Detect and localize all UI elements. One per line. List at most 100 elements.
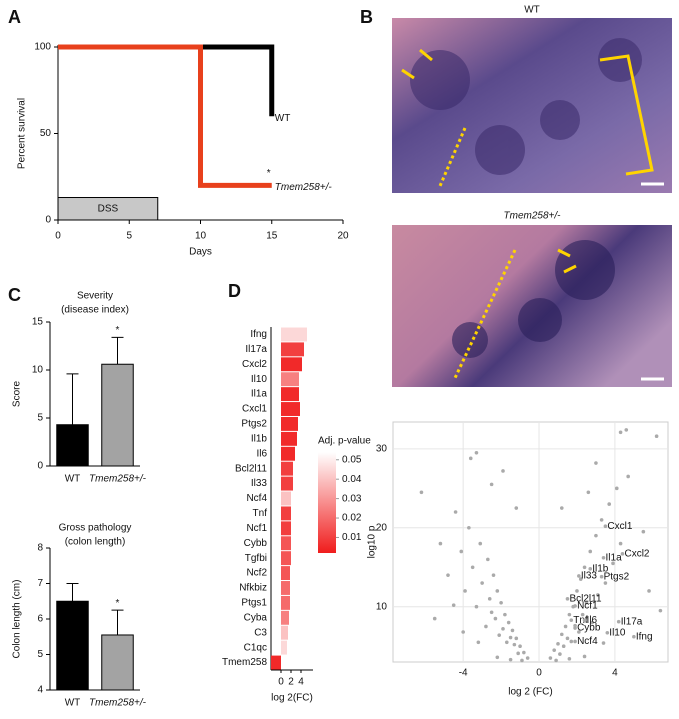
bar bbox=[281, 327, 307, 342]
yellow-markers bbox=[453, 248, 577, 379]
point bbox=[514, 506, 519, 510]
colorbar-title: Adj. p-value bbox=[318, 436, 371, 447]
point bbox=[463, 589, 467, 593]
series-label: Tmem258+/- bbox=[275, 182, 333, 193]
point bbox=[586, 490, 591, 495]
point bbox=[552, 648, 557, 652]
point bbox=[461, 630, 465, 634]
point bbox=[474, 604, 479, 609]
category-label: Il1a bbox=[251, 389, 268, 400]
y-tick-label: 5 bbox=[37, 649, 43, 660]
y-tick-label: 0 bbox=[45, 215, 51, 226]
point bbox=[468, 456, 473, 461]
point bbox=[518, 644, 522, 649]
point bbox=[558, 652, 562, 656]
gene-label: Cybb bbox=[577, 623, 601, 634]
bar bbox=[281, 610, 289, 625]
bar bbox=[56, 600, 89, 691]
x-axis-label: log 2(FC) bbox=[271, 693, 313, 704]
point bbox=[580, 612, 585, 617]
x-tick-label: WT bbox=[65, 474, 81, 485]
category-label: Ifng bbox=[250, 329, 267, 340]
category-label: C1qc bbox=[244, 642, 267, 653]
point bbox=[626, 474, 630, 479]
point bbox=[446, 573, 450, 577]
labeled-point bbox=[632, 634, 636, 639]
point bbox=[459, 549, 464, 554]
yellow-markers bbox=[401, 48, 654, 187]
point bbox=[561, 644, 566, 649]
category-label: Il17a bbox=[245, 344, 267, 355]
x-tick-label: 4 bbox=[298, 677, 304, 688]
category-label: Bcl2l11 bbox=[235, 463, 267, 474]
y-tick-label: 50 bbox=[40, 128, 52, 139]
gene-label: Bcl2l11 bbox=[569, 593, 601, 604]
chart-title: Severity bbox=[77, 291, 113, 302]
point bbox=[577, 630, 581, 634]
point bbox=[594, 461, 598, 465]
bar bbox=[281, 566, 290, 581]
category-label: Tgfbi bbox=[245, 553, 267, 564]
gene-label: Il1b bbox=[592, 563, 609, 574]
point bbox=[474, 450, 479, 455]
point bbox=[478, 541, 483, 546]
point bbox=[476, 640, 481, 645]
point bbox=[501, 469, 505, 473]
category-label: Ptgs1 bbox=[241, 598, 267, 609]
error-bar bbox=[111, 609, 124, 635]
point bbox=[467, 525, 471, 530]
point bbox=[453, 510, 458, 514]
y-tick-label: 5 bbox=[37, 413, 43, 424]
point bbox=[563, 624, 568, 629]
point bbox=[590, 620, 594, 625]
significance-mark: * bbox=[116, 598, 120, 609]
x-axis-label: Days bbox=[189, 247, 212, 258]
point bbox=[508, 657, 513, 662]
image-label: WT bbox=[524, 5, 540, 16]
point bbox=[516, 651, 520, 656]
labeled-point bbox=[616, 619, 621, 624]
point bbox=[614, 486, 619, 491]
category-label: Ncf2 bbox=[246, 568, 267, 579]
y-tick-label: 7 bbox=[37, 578, 43, 589]
point bbox=[503, 612, 507, 617]
labeled-point bbox=[582, 618, 587, 622]
point bbox=[565, 636, 570, 641]
point bbox=[647, 589, 651, 593]
point bbox=[582, 654, 587, 659]
y-axis-label: Score bbox=[12, 381, 23, 408]
x-tick-label: Tmem258+/- bbox=[89, 698, 147, 709]
x-tick-label: Tmem258+/- bbox=[89, 474, 147, 485]
point bbox=[512, 642, 517, 647]
point bbox=[489, 482, 494, 487]
point bbox=[559, 632, 564, 637]
category-label: Cyba bbox=[244, 612, 268, 623]
point bbox=[654, 434, 659, 439]
bar bbox=[281, 595, 290, 610]
point bbox=[484, 624, 488, 629]
bar bbox=[281, 491, 291, 506]
gene-label: Il10 bbox=[609, 627, 626, 638]
significance-mark: * bbox=[267, 168, 271, 179]
y-tick-label: 10 bbox=[32, 365, 44, 376]
colorbar-tick-label: 0.01 bbox=[342, 532, 362, 543]
panel-label: C bbox=[8, 285, 21, 305]
point bbox=[599, 518, 604, 522]
point bbox=[438, 541, 443, 546]
gene-label: Il33 bbox=[581, 571, 598, 582]
gene-label: Ncf4 bbox=[577, 636, 598, 647]
bar bbox=[281, 357, 302, 372]
labeled-point bbox=[601, 555, 606, 560]
colorbar-tick-label: 0.05 bbox=[342, 454, 362, 465]
y-tick-label: 100 bbox=[34, 42, 51, 53]
x-tick-label: 0 bbox=[536, 668, 542, 679]
point bbox=[588, 549, 593, 554]
labeled-point bbox=[565, 597, 570, 601]
gene-label: Il6 bbox=[587, 615, 598, 626]
point bbox=[501, 627, 505, 631]
error-bar bbox=[66, 373, 79, 425]
point bbox=[525, 656, 530, 660]
y-tick-label: 4 bbox=[37, 685, 43, 696]
point bbox=[495, 655, 500, 660]
